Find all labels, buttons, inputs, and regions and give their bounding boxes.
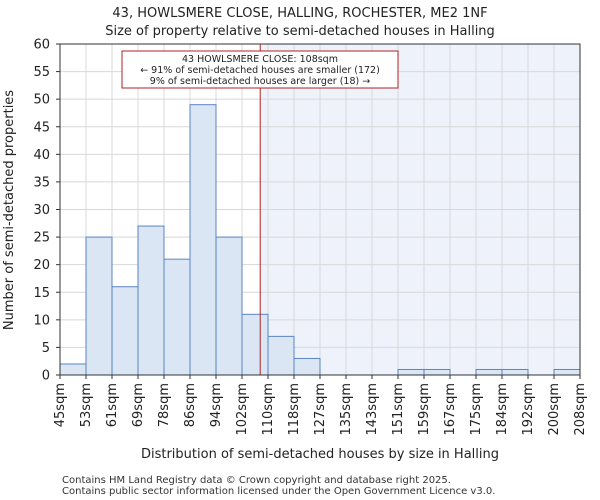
x-tick-label: 53sqm bbox=[79, 383, 94, 427]
x-tick-label: 127sqm bbox=[313, 383, 328, 436]
annotation-box: 43 HOWLSMERE CLOSE: 108sqm ← 91% of semi… bbox=[121, 50, 399, 89]
y-tick-label: 30 bbox=[33, 203, 50, 218]
annotation-line2: ← 91% of semi-detached houses are smalle… bbox=[140, 65, 380, 76]
y-tick-label: 20 bbox=[33, 258, 50, 273]
x-tick-label: 61sqm bbox=[105, 383, 120, 427]
y-tick-label: 15 bbox=[33, 286, 50, 301]
bar-200sqm bbox=[553, 368, 581, 376]
chart-title-line1: 43, HOWLSMERE CLOSE, HALLING, ROCHESTER,… bbox=[112, 6, 487, 21]
x-tick-label: 208sqm bbox=[573, 383, 588, 436]
x-tick-label: 135sqm bbox=[339, 383, 354, 436]
x-tick-label: 102sqm bbox=[235, 383, 250, 436]
x-axis-label: Distribution of semi-detached houses by … bbox=[141, 447, 499, 462]
bar-53sqm bbox=[85, 236, 113, 376]
bar-45sqm bbox=[59, 363, 87, 376]
bar-102sqm bbox=[241, 313, 269, 376]
annotation-border bbox=[121, 50, 399, 89]
bar-151sqm bbox=[397, 368, 425, 376]
bar-69sqm bbox=[137, 225, 165, 376]
bar-94sqm bbox=[215, 236, 243, 376]
x-tick-label: 184sqm bbox=[495, 383, 510, 436]
y-tick-label: 25 bbox=[33, 231, 50, 246]
y-tick-label: 40 bbox=[33, 148, 50, 163]
y-tick-label: 0 bbox=[42, 369, 50, 384]
y-tick-label: 45 bbox=[33, 120, 50, 135]
footer-line1: Contains HM Land Registry data © Crown c… bbox=[62, 475, 451, 486]
x-tick-label: 167sqm bbox=[443, 383, 458, 436]
bar-86sqm bbox=[189, 104, 217, 376]
y-tick-label: 35 bbox=[33, 175, 50, 190]
x-tick-label: 110sqm bbox=[261, 383, 276, 436]
x-tick-label: 143sqm bbox=[365, 383, 380, 436]
x-tick-label: 86sqm bbox=[183, 383, 198, 427]
chart-title-line2: Size of property relative to semi-detach… bbox=[105, 24, 495, 39]
x-tick-label: 118sqm bbox=[287, 383, 302, 436]
x-tick-label: 45sqm bbox=[53, 383, 68, 427]
bar-110sqm bbox=[267, 335, 295, 376]
x-tick-label: 200sqm bbox=[547, 383, 562, 436]
x-tick-labels: 45sqm 53sqm 61sqm 69sqm 78sqm 86sqm 94sqm 102sq… bbox=[53, 375, 588, 436]
annotation-line3: 9% of semi-detached houses are larger (1… bbox=[150, 76, 370, 87]
x-tick-label: 159sqm bbox=[417, 383, 432, 436]
y-tick-label: 5 bbox=[42, 341, 50, 356]
x-tick-label: 175sqm bbox=[469, 383, 484, 436]
x-tick-label: 78sqm bbox=[157, 383, 172, 427]
y-tick-label: 60 bbox=[33, 38, 50, 53]
bar-78sqm bbox=[163, 258, 191, 376]
bar-184sqm bbox=[501, 368, 529, 376]
x-tick-label: 94sqm bbox=[209, 383, 224, 427]
bar-159sqm bbox=[423, 368, 451, 376]
annotation-line1: 43 HOWLSMERE CLOSE: 108sqm bbox=[182, 54, 338, 65]
bar-118sqm bbox=[293, 357, 321, 376]
x-tick-label: 69sqm bbox=[131, 383, 146, 427]
footer-line2: Contains public sector information licen… bbox=[62, 486, 495, 497]
x-tick-label: 151sqm bbox=[391, 383, 406, 436]
x-tick-label: 192sqm bbox=[521, 383, 536, 436]
y-tick-label: 55 bbox=[33, 65, 50, 80]
y-axis-label: Number of semi-detached properties bbox=[2, 90, 17, 330]
bar-175sqm bbox=[475, 368, 503, 376]
y-tick-label: 10 bbox=[33, 313, 50, 328]
y-tick-labels: 0 5 10 15 20 25 30 35 40 45 50 55 60 bbox=[33, 38, 60, 384]
y-tick-label: 50 bbox=[33, 93, 50, 108]
bar-61sqm bbox=[111, 286, 139, 376]
